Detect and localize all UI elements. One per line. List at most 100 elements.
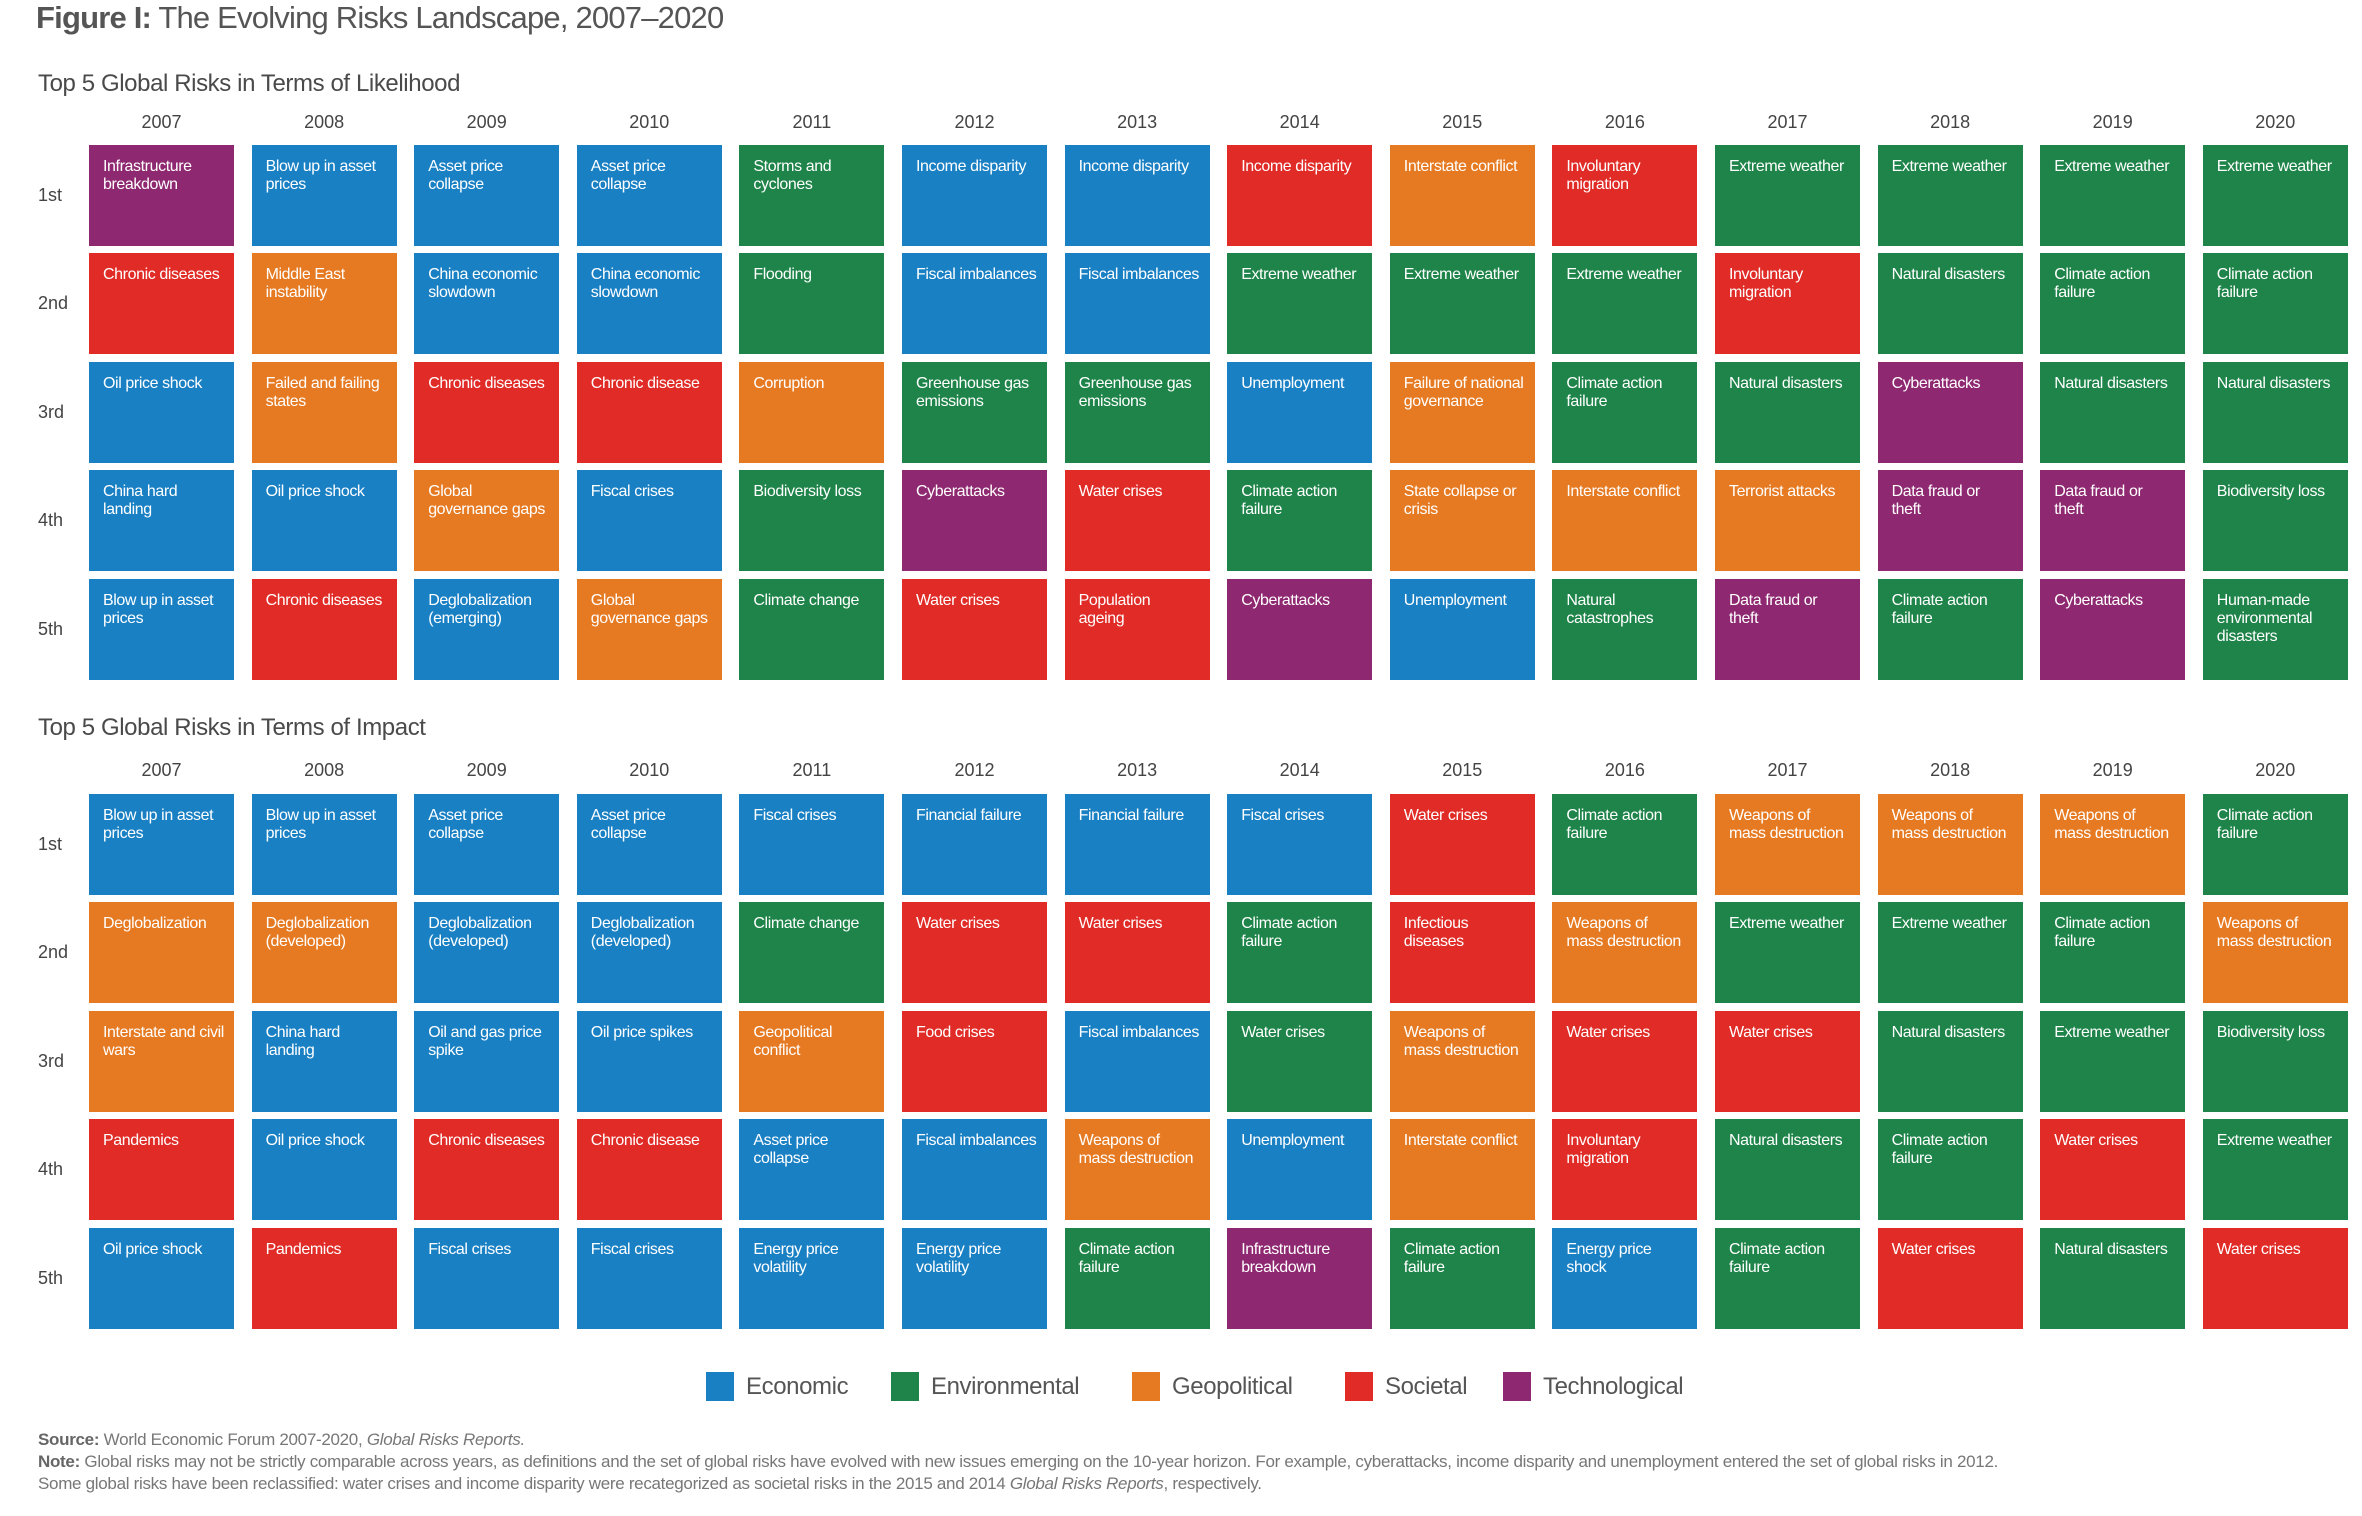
- risk-cell-environmental: Extreme weather: [2040, 145, 2186, 246]
- legend-label: Economic: [746, 1372, 849, 1400]
- year-label: 2019: [2092, 760, 2133, 780]
- risk-label: Global governance gaps: [590, 591, 708, 627]
- legend-label: Geopolitical: [1172, 1372, 1293, 1400]
- risk-label: Unemployment: [1403, 591, 1507, 609]
- year-label: 2016: [1604, 760, 1645, 780]
- risk-label: Weapons of mass destruction: [2216, 915, 2332, 951]
- risk-cell-economic: Unemployment: [1227, 361, 1373, 463]
- risk-label: Natural disasters: [2054, 374, 2168, 392]
- risk-label: Corruption: [753, 374, 825, 392]
- risk-cell-economic: Unemployment: [1389, 578, 1535, 680]
- rank-label: 2nd: [38, 942, 69, 963]
- rank-label: 5th: [38, 618, 64, 639]
- risk-cell-economic: Asset price collapse: [576, 145, 722, 246]
- risk-cell-geopolitical: Interstate conflict: [1389, 1119, 1535, 1221]
- risk-cell-economic: Fiscal imbalances: [902, 1119, 1047, 1221]
- risk-cell-economic: Oil and gas price spike: [414, 1010, 560, 1112]
- risk-cell-economic: Asset price collapse: [414, 145, 560, 246]
- risk-label: Deglobalization (developed): [590, 915, 695, 951]
- legend-swatch: [891, 1372, 919, 1401]
- risk-label: Extreme weather: [1891, 158, 2007, 175]
- risk-label: Natural disasters: [2216, 374, 2331, 392]
- figure-title: Figure I: The Evolving Risks Landscape, …: [36, 0, 724, 36]
- risk-cell-geopolitical: Failure of national governance: [1389, 361, 1535, 463]
- risk-cell-societal: Involuntary migration: [1552, 1119, 1698, 1221]
- risk-cell-environmental: Climate action failure: [1877, 1119, 2023, 1221]
- risk-cell-environmental: Climate action failure: [1552, 794, 1698, 895]
- year-label: 2020: [2255, 112, 2296, 132]
- risk-label: Climate action failure: [2216, 266, 2313, 302]
- risk-label: Extreme weather: [1729, 915, 1844, 933]
- risk-cell-environmental: Climate action failure: [1389, 1227, 1535, 1329]
- risk-cell-societal: Water crises: [1877, 1227, 2023, 1329]
- risk-label: Water crises: [1403, 807, 1488, 824]
- risk-label: Climate action failure: [1241, 915, 1337, 951]
- risk-cell-technological: Data fraud or theft: [1715, 578, 1860, 680]
- rank-label: 4th: [38, 1159, 64, 1180]
- figure-title-prefix: Figure I:: [36, 0, 152, 35]
- risk-cell-economic: Asset price collapse: [576, 794, 722, 895]
- risk-cell-economic: Blow up in asset prices: [251, 145, 397, 246]
- risk-cell-societal: Water crises: [902, 578, 1047, 680]
- legend-item-economic: Economic: [706, 1372, 849, 1401]
- note-line-2: Some global risks have been reclassified…: [38, 1474, 1262, 1494]
- risk-cell-geopolitical: Weapons of mass destruction: [2040, 794, 2186, 895]
- risk-cell-economic: Oil price spikes: [576, 1010, 722, 1112]
- year-label: 2010: [629, 760, 670, 780]
- risk-cell-environmental: Natural disasters: [1877, 1010, 2023, 1112]
- risk-label: Climate action failure: [1078, 1240, 1175, 1276]
- risk-label: Data fraud or theft: [1729, 591, 1818, 627]
- source-line: Source: World Economic Forum 2007-2020, …: [38, 1430, 525, 1450]
- note-line-1: Note: Global risks may not be strictly c…: [38, 1452, 1998, 1472]
- risk-label: Weapons of mass destruction: [1403, 1023, 1519, 1059]
- risk-label: Climate action failure: [2054, 266, 2150, 302]
- risk-cell-environmental: Climate action failure: [1227, 470, 1373, 572]
- risk-label: Fiscal imbalances: [916, 1132, 1037, 1150]
- risk-label: Cyberattacks: [1241, 591, 1330, 609]
- risk-label: Income disparity: [916, 158, 1027, 175]
- risk-label: Deglobalization (developed): [265, 915, 370, 951]
- risk-cell-environmental: Climate change: [739, 578, 885, 680]
- legend-label: Societal: [1385, 1372, 1468, 1400]
- risk-cell-environmental: Climate action failure: [1227, 902, 1373, 1004]
- risk-cell-technological: Data fraud or theft: [2040, 470, 2186, 572]
- risk-cell-economic: Oil price shock: [89, 361, 234, 463]
- risk-cell-environmental: Natural disasters: [2202, 361, 2348, 463]
- risk-cell-environmental: Extreme weather: [1715, 145, 1860, 246]
- risk-cell-societal: Involuntary migration: [1715, 253, 1860, 355]
- risk-cell-economic: Fiscal crises: [576, 1227, 722, 1329]
- risk-label: Global governance gaps: [428, 483, 545, 519]
- year-label: 2008: [304, 760, 345, 780]
- risk-label: Financial failure: [916, 807, 1022, 824]
- risk-cell-environmental: Natural disasters: [2040, 361, 2186, 463]
- risk-cell-environmental: Extreme weather: [2202, 1119, 2348, 1221]
- risk-cell-environmental: Natural disasters: [1877, 253, 2023, 355]
- risk-cell-geopolitical: Weapons of mass destruction: [1389, 1010, 1535, 1112]
- risk-cell-technological: Data fraud or theft: [1877, 470, 2023, 572]
- year-label: 2007: [141, 760, 182, 780]
- risk-label: Chronic disease: [590, 1132, 700, 1150]
- source-italic: Global Risks Reports.: [366, 1430, 525, 1449]
- year-label: 2007: [141, 112, 182, 132]
- risk-label: Water crises: [1078, 483, 1163, 501]
- year-label: 2009: [466, 112, 507, 132]
- risk-cell-societal: Infectious diseases: [1389, 902, 1535, 1004]
- risk-cell-technological: Cyberattacks: [902, 470, 1047, 572]
- risk-cell-environmental: Biodiversity loss: [739, 470, 885, 572]
- risk-label: Chronic diseases: [428, 374, 545, 392]
- risk-label: China hard landing: [265, 1023, 341, 1059]
- year-label: 2010: [629, 112, 670, 132]
- risk-cell-economic: China hard landing: [89, 470, 234, 572]
- risk-cell-environmental: Extreme weather: [1877, 145, 2023, 246]
- risk-label: Interstate conflict: [1403, 158, 1518, 175]
- risk-label: Natural disasters: [1891, 1023, 2006, 1041]
- risk-label: Chronic diseases: [428, 1132, 545, 1150]
- risk-cell-societal: Involuntary migration: [1552, 145, 1698, 246]
- risk-label: Oil price shock: [103, 1240, 202, 1258]
- risk-cell-technological: Cyberattacks: [1227, 578, 1373, 680]
- risk-cell-economic: Deglobalization (developed): [576, 902, 722, 1004]
- risk-label: Geopolitical conflict: [753, 1023, 833, 1059]
- risk-cell-economic: China economic slowdown: [414, 253, 560, 355]
- risk-label: Weapons of mass destruction: [1891, 807, 2007, 842]
- legend-item-societal: Societal: [1345, 1372, 1468, 1401]
